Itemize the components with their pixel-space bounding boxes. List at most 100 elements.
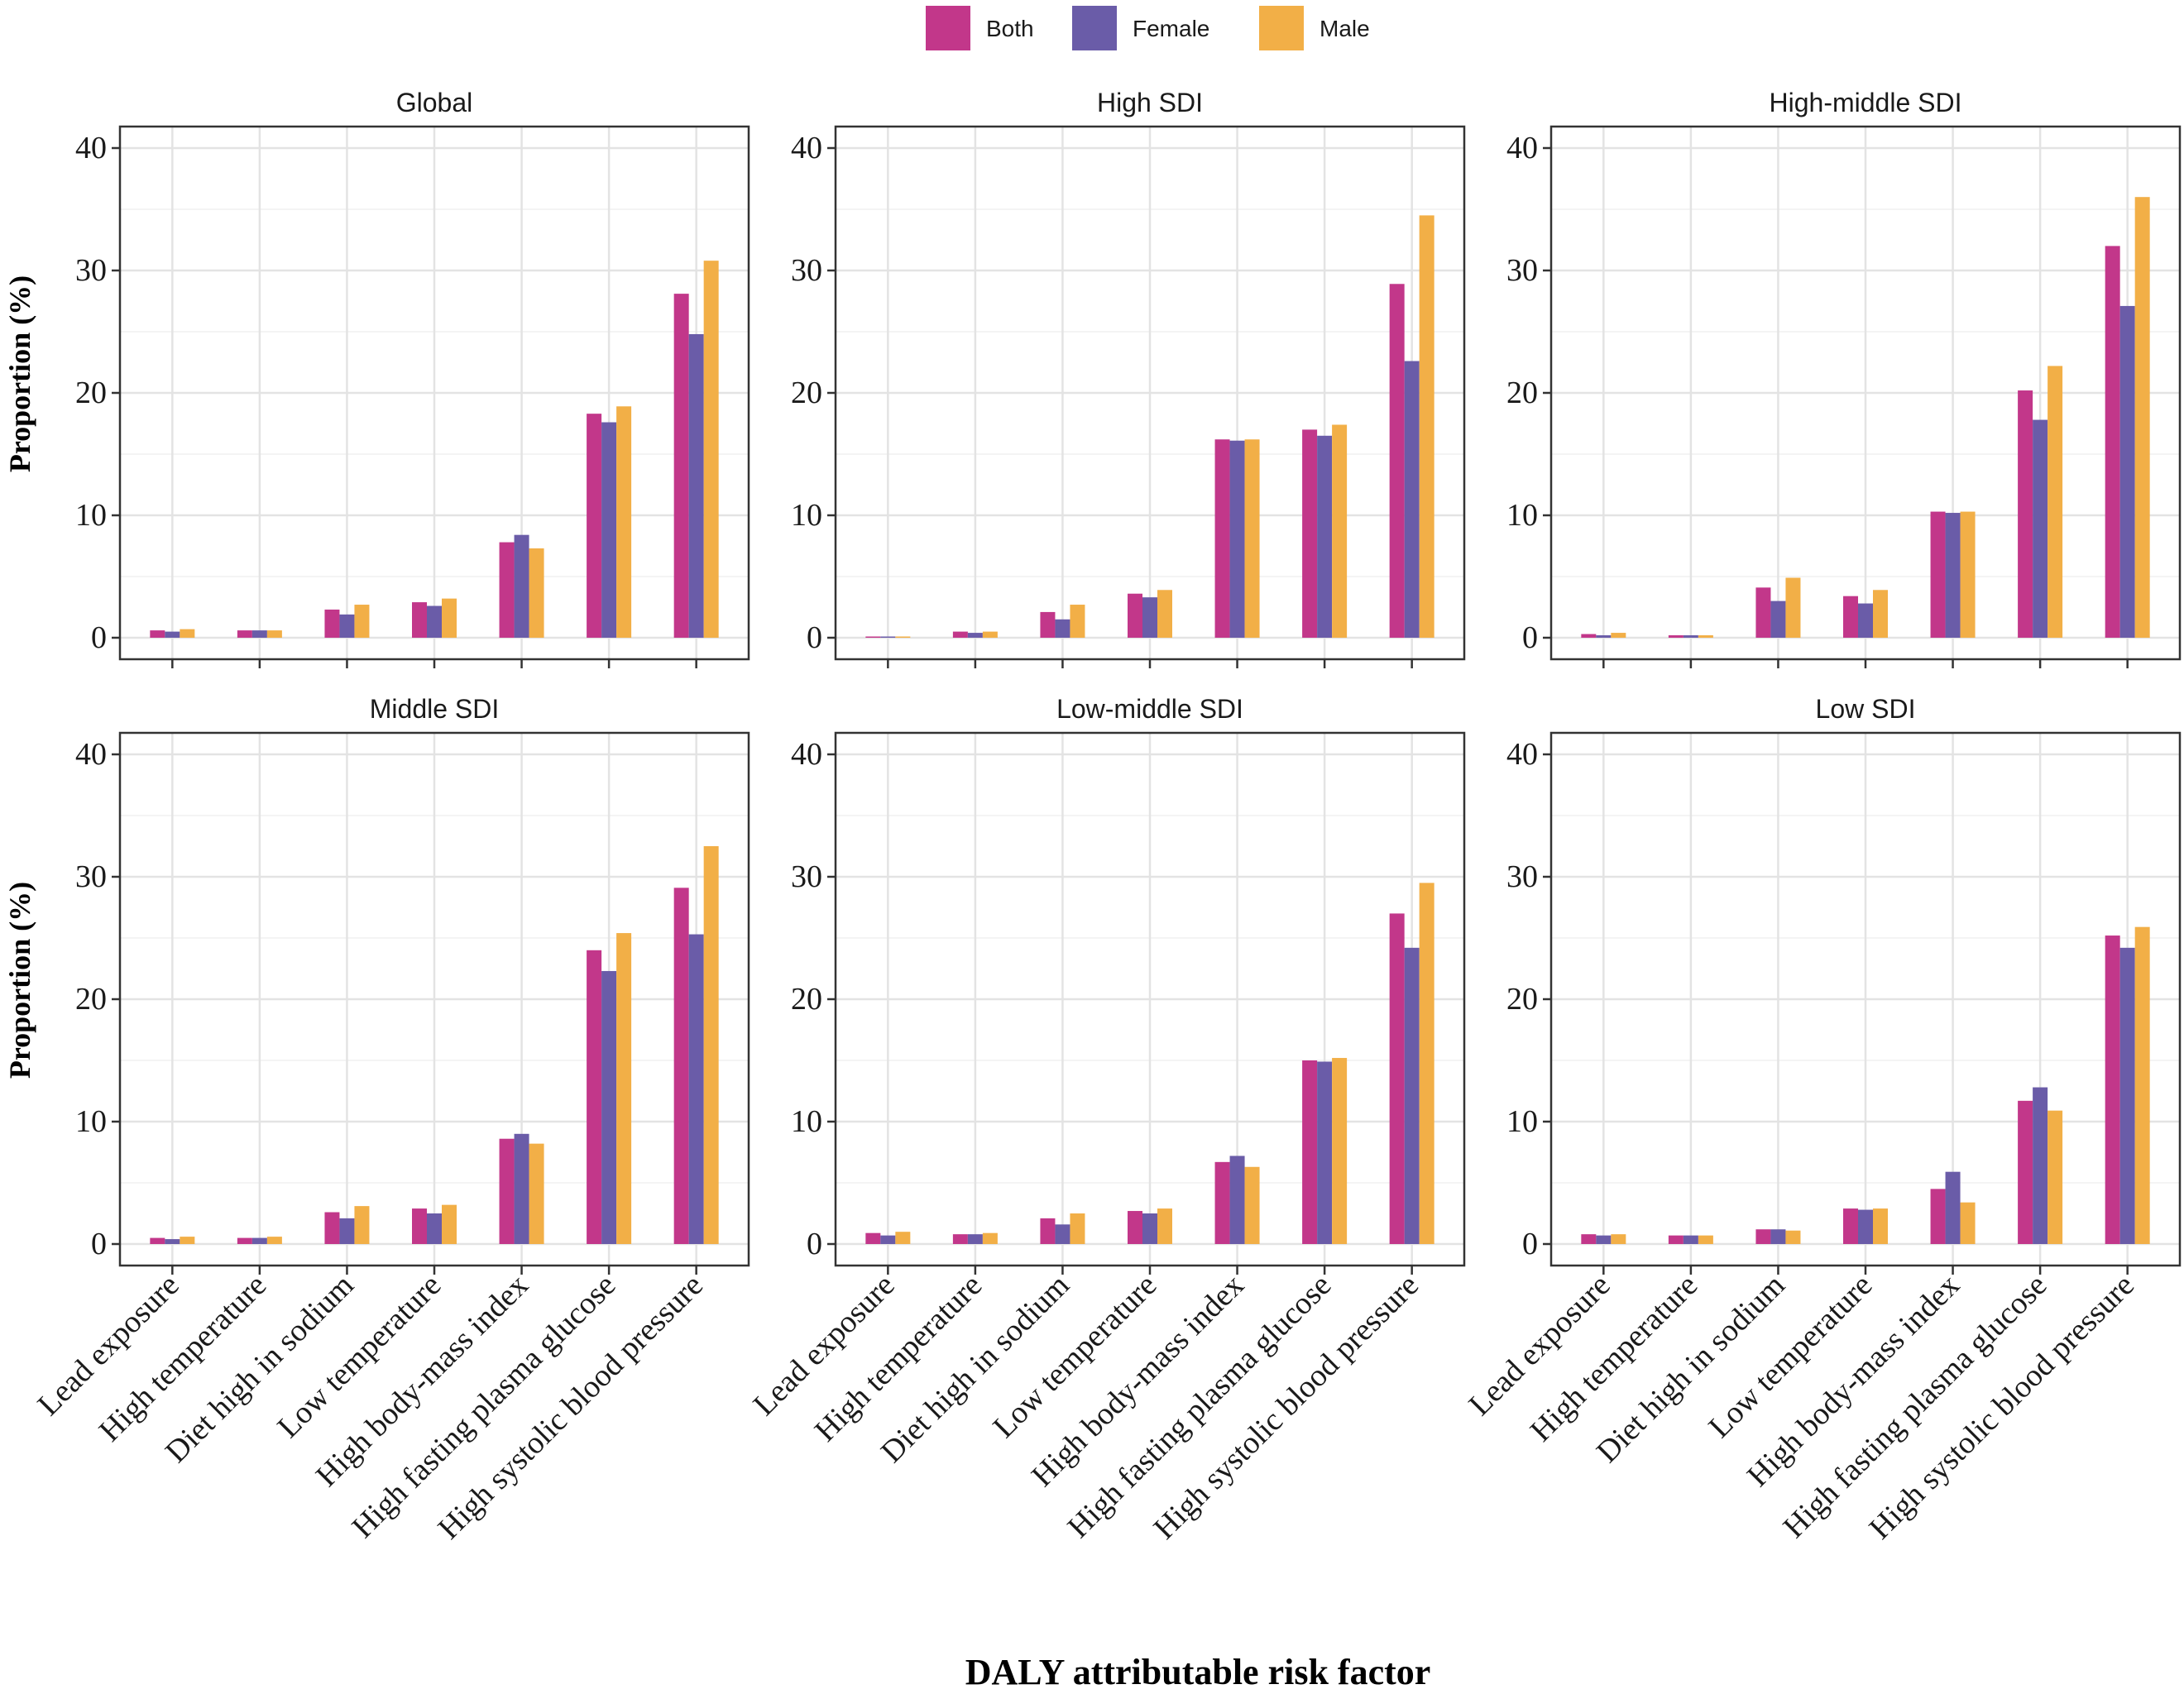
bar-female-high-body-mass-index <box>514 1133 529 1244</box>
bar-both-high-temperature <box>952 631 968 638</box>
bar-female-high-body-mass-index <box>1945 1171 1961 1244</box>
bar-female-high-systolic-blood-pressure <box>2119 305 2135 638</box>
y-tick-label: 20 <box>75 376 107 410</box>
y-tick-label: 10 <box>75 1104 107 1139</box>
bar-both-low-temperature <box>1128 1211 1142 1244</box>
bar-both-low-temperature <box>1843 596 1858 638</box>
bar-female-diet-high-in-sodium <box>1055 1224 1070 1244</box>
bar-both-high-fasting-plasma-glucose <box>2018 1100 2033 1244</box>
y-tick-label: 40 <box>75 737 107 772</box>
y-tick-label: 0 <box>91 620 107 655</box>
y-tick-label: 10 <box>791 1104 822 1139</box>
bar-female-high-body-mass-index <box>1945 513 1961 638</box>
y-tick-label: 40 <box>791 737 822 772</box>
bar-female-low-temperature <box>427 1213 442 1244</box>
bar-both-diet-high-in-sodium <box>1040 611 1056 638</box>
y-tick-label: 20 <box>1506 982 1538 1017</box>
bar-both-high-systolic-blood-pressure <box>673 294 689 638</box>
bar-female-diet-high-in-sodium <box>339 1218 355 1244</box>
y-tick-label: 40 <box>75 131 107 165</box>
bar-male-high-systolic-blood-pressure <box>2134 197 2150 638</box>
bar-male-low-temperature <box>1157 1208 1172 1244</box>
y-tick-label: 20 <box>791 376 822 410</box>
bar-female-high-temperature <box>1683 1235 1698 1244</box>
bar-both-lead-exposure <box>1581 1234 1597 1244</box>
x-axis-label: DALY attributable risk factor <box>965 1652 1431 1692</box>
bar-male-low-temperature <box>442 598 457 638</box>
bar-male-diet-high-in-sodium <box>1070 605 1085 638</box>
panel-title: Middle SDI <box>370 694 500 724</box>
legend: Both Female Male <box>926 6 1370 50</box>
bar-both-high-systolic-blood-pressure <box>1389 284 1405 638</box>
bar-male-high-temperature <box>982 631 998 638</box>
y-tick-label: 0 <box>1522 620 1538 655</box>
y-tick-label: 40 <box>1506 131 1538 165</box>
y-tick-label: 10 <box>1506 498 1538 533</box>
bar-both-high-systolic-blood-pressure <box>2105 246 2120 638</box>
bar-male-high-systolic-blood-pressure <box>1419 883 1434 1244</box>
bar-female-diet-high-in-sodium <box>339 614 355 638</box>
bar-both-high-fasting-plasma-glucose <box>587 414 602 638</box>
bar-female-high-systolic-blood-pressure <box>2119 947 2135 1244</box>
bar-both-low-temperature <box>1128 593 1142 638</box>
bar-both-diet-high-in-sodium <box>324 609 340 638</box>
y-tick-label: 10 <box>1506 1104 1538 1139</box>
bar-female-high-systolic-blood-pressure <box>688 333 704 638</box>
bar-both-low-temperature <box>1843 1208 1858 1244</box>
bar-both-high-fasting-plasma-glucose <box>1302 1060 1318 1244</box>
bar-female-low-temperature <box>1142 1213 1157 1244</box>
bar-male-high-temperature <box>1698 1235 1713 1244</box>
bar-male-low-temperature <box>1873 1208 1888 1244</box>
bar-both-high-body-mass-index <box>1214 439 1230 638</box>
bar-male-diet-high-in-sodium <box>1785 577 1801 638</box>
bar-female-low-temperature <box>1858 1209 1873 1244</box>
bar-both-high-body-mass-index <box>1930 1189 1946 1244</box>
y-tick-label: 30 <box>1506 253 1538 288</box>
panel-title: High-middle SDI <box>1770 88 1962 117</box>
y-tick-label: 20 <box>75 982 107 1017</box>
bar-both-lead-exposure <box>865 1232 881 1244</box>
bar-female-high-fasting-plasma-glucose <box>1317 1061 1333 1244</box>
bar-male-diet-high-in-sodium <box>1785 1230 1801 1244</box>
y-tick-label: 0 <box>91 1227 107 1261</box>
bar-female-high-body-mass-index <box>514 534 529 638</box>
bar-male-low-temperature <box>1873 590 1888 638</box>
y-tick-label: 20 <box>1506 376 1538 410</box>
legend-swatch-male <box>1259 6 1304 50</box>
y-tick-label: 30 <box>1506 859 1538 894</box>
y-tick-label: 10 <box>75 498 107 533</box>
bar-male-high-systolic-blood-pressure <box>703 846 719 1244</box>
legend-label-male: Male <box>1320 16 1370 41</box>
bar-female-lead-exposure <box>1596 1235 1612 1244</box>
bar-both-high-body-mass-index <box>499 1138 515 1244</box>
y-tick-label: 40 <box>791 131 822 165</box>
bar-both-diet-high-in-sodium <box>324 1212 340 1244</box>
bar-male-lead-exposure <box>180 629 195 638</box>
bar-male-high-body-mass-index <box>1960 1202 1976 1244</box>
bar-male-lead-exposure <box>895 1232 911 1244</box>
bar-both-diet-high-in-sodium <box>1040 1218 1056 1244</box>
bar-female-low-temperature <box>427 605 442 638</box>
bar-female-high-fasting-plasma-glucose <box>2033 419 2048 638</box>
bar-female-low-temperature <box>1858 603 1873 638</box>
y-tick-label: 30 <box>791 859 822 894</box>
bar-male-lead-exposure <box>895 636 911 638</box>
y-tick-label: 40 <box>1506 737 1538 772</box>
y-axis-label-bottom-row: Proportion (%) <box>3 882 36 1079</box>
y-tick-label: 30 <box>75 253 107 288</box>
y-axis-label-top-row: Proportion (%) <box>3 275 36 472</box>
bar-male-diet-high-in-sodium <box>354 1206 370 1244</box>
legend-item-both: Both <box>926 6 1034 50</box>
bar-both-high-systolic-blood-pressure <box>673 888 689 1244</box>
bar-both-high-temperature <box>1668 1235 1684 1244</box>
y-tick-label: 10 <box>791 498 822 533</box>
legend-swatch-female <box>1072 6 1117 50</box>
panel-title: Global <box>396 88 473 117</box>
bar-female-lead-exposure <box>880 1235 896 1244</box>
y-tick-label: 0 <box>1522 1227 1538 1261</box>
legend-swatch-both <box>926 6 970 50</box>
bar-female-lead-exposure <box>165 1239 180 1244</box>
y-tick-label: 0 <box>807 620 822 655</box>
bar-female-high-systolic-blood-pressure <box>688 934 704 1244</box>
